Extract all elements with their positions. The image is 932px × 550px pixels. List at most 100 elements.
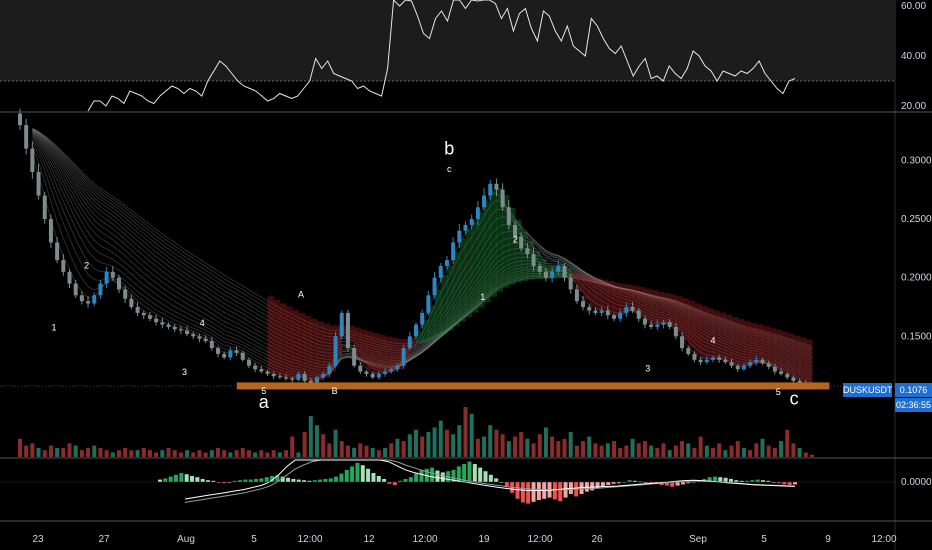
ma-ribbon-fill xyxy=(756,324,763,364)
volume-bar xyxy=(117,450,121,457)
macd-histogram-bar xyxy=(350,466,355,482)
candle-body xyxy=(321,373,326,378)
ma-ribbon-fill xyxy=(570,272,578,283)
ma-ribbon-fill xyxy=(533,250,541,280)
candle-body xyxy=(537,265,542,272)
ma-ribbon-fill xyxy=(508,207,516,285)
macd-histogram-bar xyxy=(499,482,504,483)
candle-body xyxy=(760,359,765,364)
support-zone xyxy=(236,382,830,390)
macd-histogram-bar xyxy=(606,482,611,485)
ma-ribbon-fill xyxy=(595,278,603,311)
candle-body xyxy=(692,353,697,360)
macd-histogram-bar xyxy=(632,480,637,482)
x-tick-label: 19 xyxy=(478,534,490,545)
ma-ribbon-fill xyxy=(484,201,491,303)
wave-label: 3 xyxy=(645,364,650,374)
candle-body xyxy=(216,348,220,354)
volume-bar xyxy=(537,434,542,457)
candle-body xyxy=(779,371,784,374)
macd-histogram-bar xyxy=(675,482,680,486)
macd-histogram-bar xyxy=(392,482,397,485)
macd-histogram-bar xyxy=(451,470,456,482)
macd-histogram-bar xyxy=(600,482,605,487)
volume-bar xyxy=(729,445,734,457)
macd-signal-line xyxy=(184,459,796,503)
macd-histogram-bar xyxy=(163,478,168,482)
x-tick-label: 12 xyxy=(363,534,375,545)
macd-histogram-bar xyxy=(216,482,221,483)
ma-ribbon-line xyxy=(32,133,813,372)
volume-bar xyxy=(321,434,326,457)
volume-bar xyxy=(475,438,480,457)
candle-body xyxy=(345,312,350,349)
volume-bar xyxy=(98,447,103,457)
volume-bar xyxy=(630,438,635,457)
volume-bar xyxy=(271,450,276,457)
macd-histogram-bar xyxy=(531,482,536,502)
volume-bar xyxy=(216,447,220,457)
rsi-line xyxy=(87,0,796,112)
macd-histogram-bar xyxy=(776,482,781,484)
volume-bar xyxy=(246,450,251,457)
candle-body xyxy=(550,271,555,278)
volume-bar xyxy=(649,445,654,457)
macd-histogram-bar xyxy=(793,482,797,485)
candle-body xyxy=(673,326,678,337)
macd-histogram-bar xyxy=(355,462,360,482)
macd-tick-label: 0.0000 xyxy=(901,477,932,488)
volume-bar xyxy=(55,447,60,457)
volume-panel xyxy=(18,407,814,457)
volume-bar xyxy=(463,407,468,457)
volume-bar xyxy=(562,438,567,457)
macd-histogram-bar xyxy=(622,482,627,483)
ma-ribbon-line xyxy=(32,130,813,363)
macd-histogram-bar xyxy=(430,467,435,482)
ma-ribbon-line xyxy=(32,138,813,379)
volume-bar xyxy=(661,443,666,457)
volume-bar xyxy=(30,443,35,457)
volume-bar xyxy=(636,443,641,457)
volume-bar xyxy=(748,450,753,457)
volume-bar xyxy=(197,450,202,457)
price-tag: DUSKUSDT 0.1076 02:36:55 xyxy=(843,383,932,414)
ma-ribbon-fill xyxy=(663,292,671,325)
wave-label: 5 xyxy=(776,387,781,397)
macd-histogram-bar xyxy=(467,461,472,482)
candle-body xyxy=(389,369,394,372)
candle-body xyxy=(618,312,623,319)
candle-body xyxy=(271,373,276,377)
ma-ribbon-fill xyxy=(781,331,788,373)
ma-ribbon-fill xyxy=(774,329,782,370)
macd-histogram-bar xyxy=(472,464,477,482)
macd-histogram-bar xyxy=(691,482,696,483)
volume-bar xyxy=(222,450,227,457)
ma-ribbon-line xyxy=(32,129,813,360)
ma-ribbon-fill xyxy=(644,288,652,321)
volume-bar xyxy=(667,450,672,457)
price-tick-label: 0.2000 xyxy=(901,273,932,284)
ma-ribbon-fill xyxy=(273,299,281,375)
candle-body xyxy=(488,183,493,196)
candle-body xyxy=(110,271,115,278)
volume-bar xyxy=(438,420,443,457)
macd-histogram-bar xyxy=(376,476,381,482)
volume-bar xyxy=(352,447,357,457)
macd-histogram-bar xyxy=(200,479,205,482)
volume-bar xyxy=(525,438,530,457)
volume-bar xyxy=(698,436,703,457)
macd-histogram-bar xyxy=(414,473,419,482)
rsi-overbought-zone xyxy=(0,0,895,81)
ma-ribbon-fill xyxy=(453,251,460,327)
macd-histogram-bar xyxy=(195,477,200,482)
support-band xyxy=(236,382,830,390)
volume-bar xyxy=(166,447,171,457)
ma-ribbon-fill xyxy=(583,275,590,301)
candle-body xyxy=(117,277,121,290)
candle-body xyxy=(797,380,802,384)
macd-histogram-bar xyxy=(227,482,232,483)
ma-ribbon-fill xyxy=(713,310,720,360)
macd-histogram-bar xyxy=(312,480,317,482)
ma-ribbon-fill xyxy=(459,238,466,322)
rsi-tick-label: 40.00 xyxy=(901,51,926,62)
